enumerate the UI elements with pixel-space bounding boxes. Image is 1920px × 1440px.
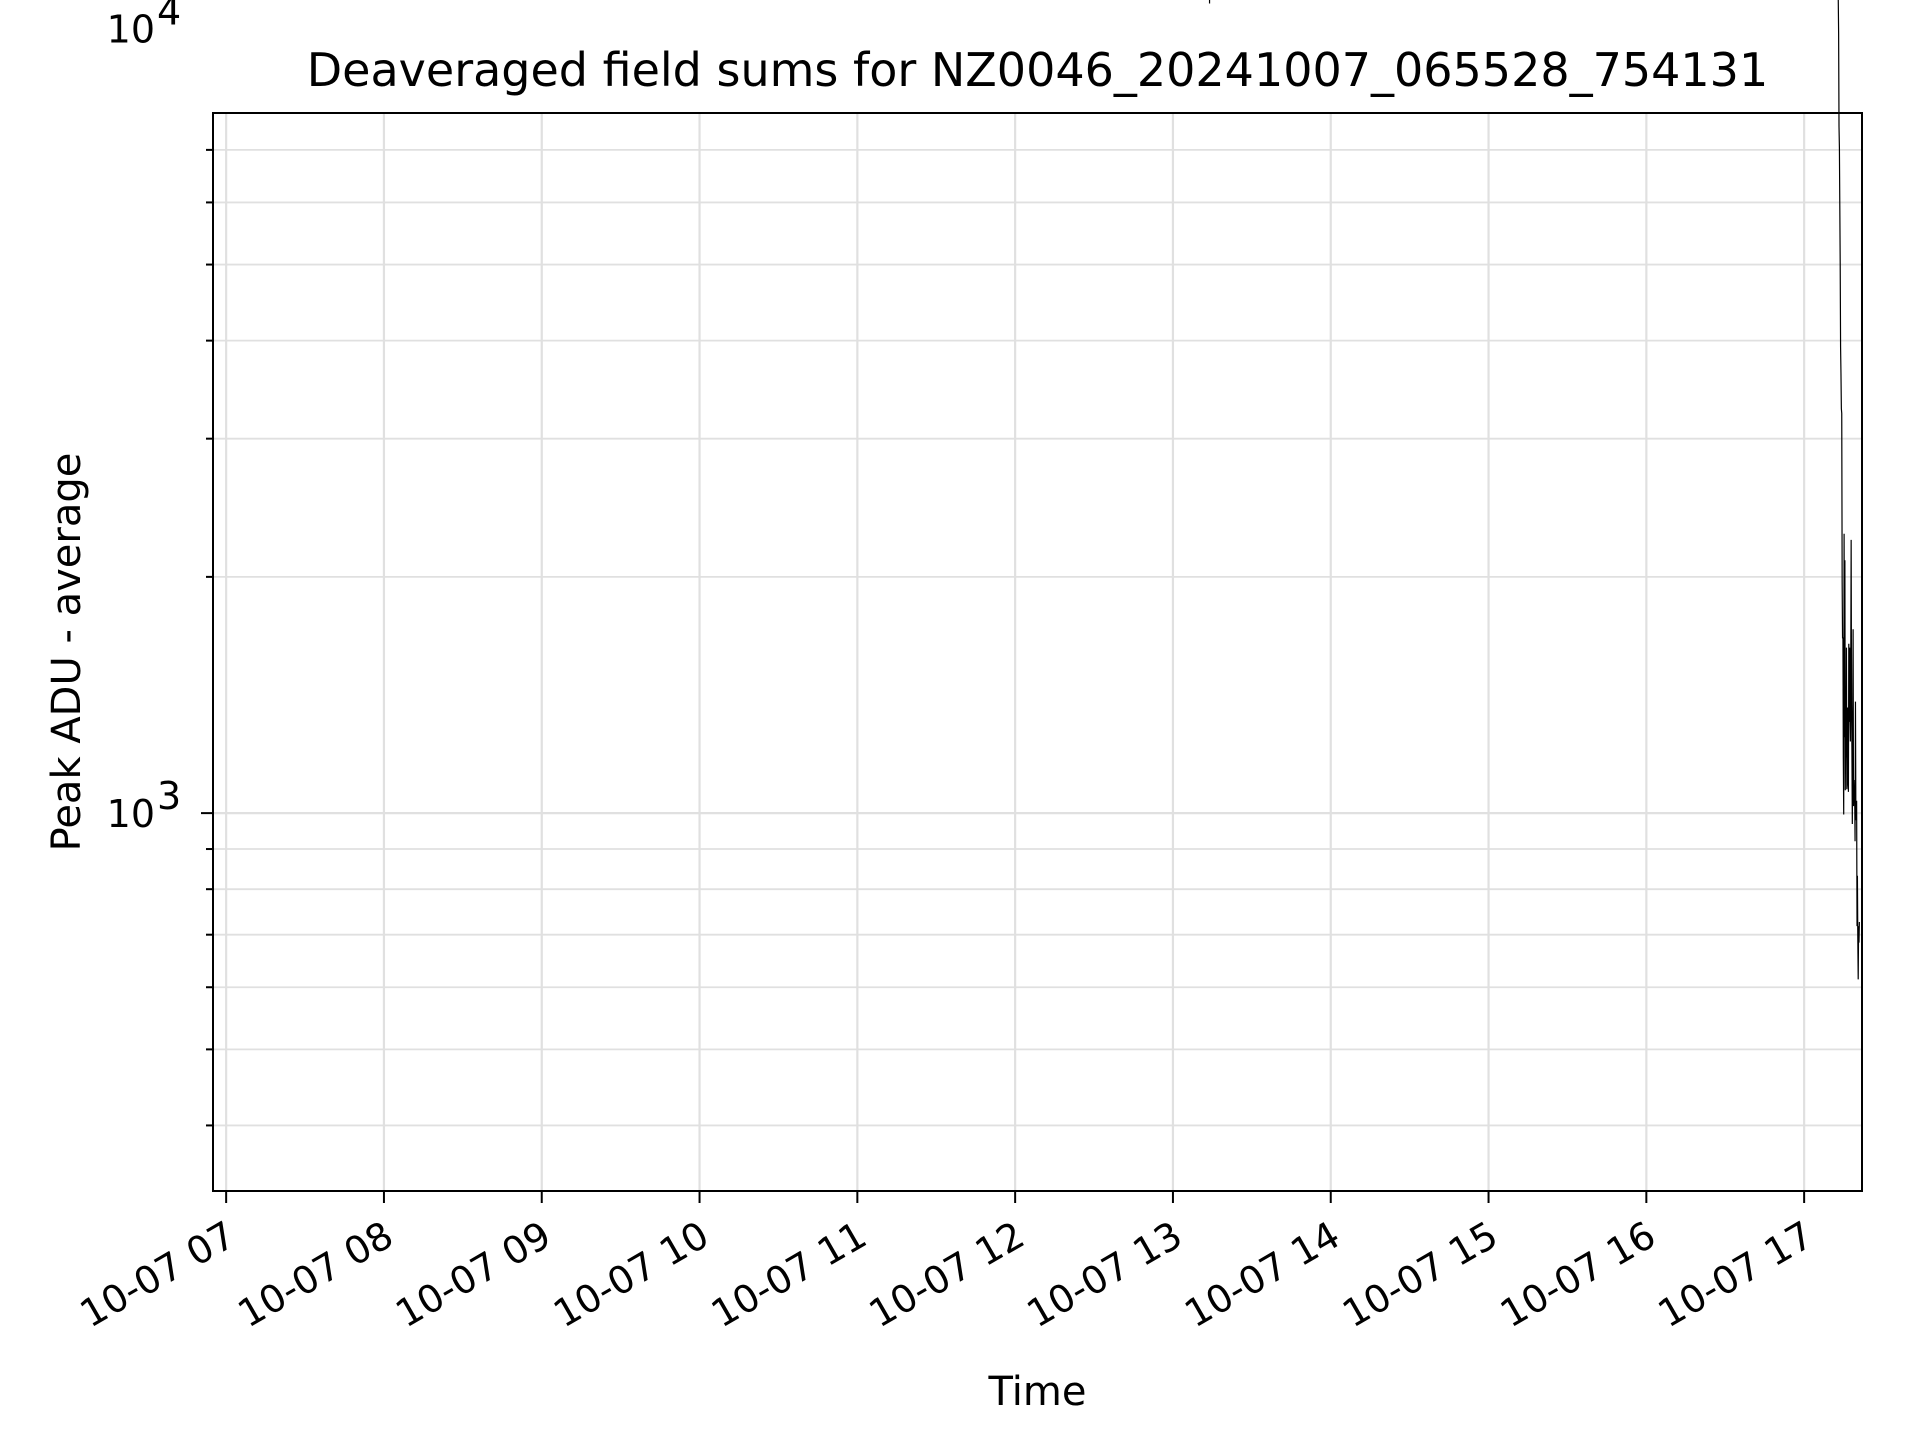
y-tick-label-base: 10 (107, 7, 155, 51)
y-tick-label-exponent: 3 (157, 774, 181, 818)
chart-title: Deaveraged field sums for NZ0046_2024100… (307, 43, 1768, 97)
y-axis-title: Peak ADU - average (44, 453, 90, 852)
y-tick-label-base: 10 (107, 792, 155, 836)
y-tick-label: 10 4 (107, 0, 182, 51)
y-tick-label: 10 3 (107, 774, 182, 836)
grid (213, 113, 1862, 1191)
y-tick-label-exponent: 4 (157, 0, 181, 33)
plot-frame (212, 112, 1863, 1192)
x-axis-title: Time (988, 1369, 1087, 1415)
